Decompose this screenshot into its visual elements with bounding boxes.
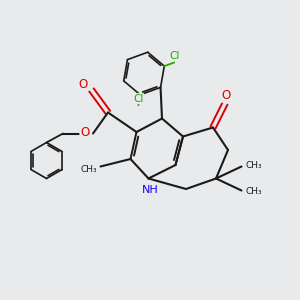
Text: CH₃: CH₃	[81, 165, 98, 174]
Text: O: O	[80, 126, 89, 140]
Text: Cl: Cl	[133, 94, 144, 103]
Text: CH₃: CH₃	[246, 160, 262, 169]
Text: Cl: Cl	[169, 51, 179, 61]
Text: O: O	[221, 89, 230, 102]
Text: NH: NH	[142, 185, 158, 195]
Text: O: O	[79, 77, 88, 91]
Text: CH₃: CH₃	[246, 188, 262, 196]
